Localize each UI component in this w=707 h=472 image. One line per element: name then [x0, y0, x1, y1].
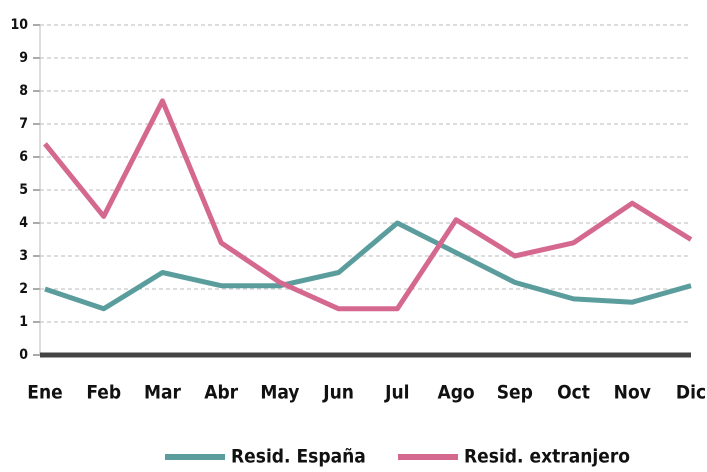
- y-tick-label: 3: [19, 248, 28, 264]
- x-tick-label: Abr: [204, 382, 238, 404]
- y-tick-label: 8: [19, 83, 28, 99]
- y-tick-label: 9: [19, 50, 28, 66]
- x-tick-label: Feb: [86, 382, 121, 404]
- y-tick-label: 10: [10, 17, 28, 33]
- series-line: [44, 220, 692, 312]
- x-tick-label: Mar: [144, 382, 182, 404]
- legend-label: Resid. España: [231, 446, 366, 468]
- y-tick-label: 7: [19, 116, 28, 132]
- series-line: [43, 98, 693, 312]
- x-tick-label: Oct: [557, 382, 590, 404]
- x-tick-label: Ago: [437, 382, 474, 404]
- y-tick-label: 0: [19, 347, 28, 363]
- x-tick-label: Jul: [384, 382, 409, 404]
- x-tick-label: Ene: [27, 382, 62, 404]
- y-tick-label: 5: [19, 182, 28, 198]
- y-tick-label: 6: [19, 149, 28, 165]
- y-tick-label: 4: [19, 215, 28, 231]
- legend-label: Resid. extranjero: [464, 446, 630, 468]
- x-tick-label: May: [260, 382, 299, 404]
- y-tick-label: 2: [19, 281, 28, 297]
- x-tick-label: Nov: [614, 382, 651, 404]
- x-tick-label: Sep: [497, 382, 533, 404]
- x-tick-label: Dic: [676, 382, 706, 404]
- x-tick-label: Jun: [322, 382, 354, 404]
- y-tick-label: 1: [19, 314, 28, 330]
